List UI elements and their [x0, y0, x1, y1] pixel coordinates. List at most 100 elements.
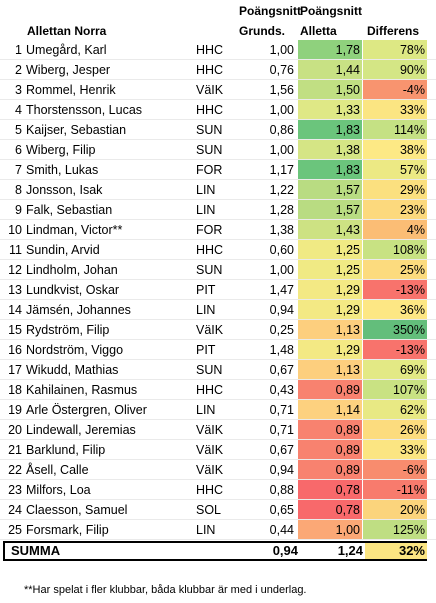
club-code: VäIK — [196, 423, 224, 437]
club-code: HHC — [196, 43, 224, 57]
poangsnitt-grunds: 1,00 — [269, 263, 294, 277]
club-code: HHC — [196, 103, 224, 117]
row-divider — [0, 259, 436, 260]
club-code: HHC — [196, 383, 224, 397]
player-name: Falk, Sebastian — [26, 203, 113, 217]
table-row: 23 Milfors, Loa HHC 0,88 0,78 -11% — [0, 480, 436, 500]
club-code: PIT — [196, 343, 216, 357]
row-divider — [0, 59, 436, 60]
poangsnitt-grunds: 0,44 — [269, 523, 294, 537]
differens: -6% — [363, 460, 427, 480]
differens: 62% — [363, 400, 427, 420]
poangsnitt-grunds: 0,65 — [269, 503, 294, 517]
poangsnitt-grunds: 1,00 — [269, 103, 294, 117]
poangsnitt-alletta: 1,14 — [298, 400, 362, 420]
differens: 38% — [363, 140, 427, 160]
player-name: Rommel, Henrik — [26, 83, 116, 97]
row-number: 17 — [8, 363, 22, 377]
player-name: Barklund, Filip — [26, 443, 106, 457]
table-row: 4 Thorstensson, Lucas HHC 1,00 1,33 33% — [0, 100, 436, 120]
row-number: 24 — [8, 503, 22, 517]
row-divider — [0, 439, 436, 440]
player-name: Smith, Lukas — [26, 163, 99, 177]
differens: 4% — [363, 220, 427, 240]
row-divider — [0, 459, 436, 460]
poangsnitt-alletta: 1,29 — [298, 340, 362, 360]
poangsnitt-grunds: 0,71 — [269, 403, 294, 417]
poangsnitt-grunds: 1,56 — [269, 83, 294, 97]
poangsnitt-alletta: 1,29 — [298, 300, 362, 320]
header-table-title: Allettan Norra — [27, 24, 107, 38]
player-name: Lindman, Victor** — [26, 223, 123, 237]
row-divider — [0, 199, 436, 200]
table-row: 17 Wikudd, Mathias SUN 0,67 1,13 69% — [0, 360, 436, 380]
header-differens: Differens — [367, 24, 420, 38]
poangsnitt-alletta: 1,00 — [298, 520, 362, 540]
poangsnitt-alletta: 1,83 — [298, 160, 362, 180]
row-number: 25 — [8, 523, 22, 537]
player-name: Lindholm, Johan — [26, 263, 118, 277]
row-divider — [0, 279, 436, 280]
row-divider — [0, 359, 436, 360]
row-divider — [0, 339, 436, 340]
poangsnitt-grunds: 0,86 — [269, 123, 294, 137]
row-number: 7 — [15, 163, 22, 177]
poangsnitt-grunds: 1,00 — [269, 43, 294, 57]
differens: 36% — [363, 300, 427, 320]
poangsnitt-alletta: 1,44 — [298, 60, 362, 80]
poangsnitt-grunds: 0,67 — [269, 363, 294, 377]
row-number: 21 — [8, 443, 22, 457]
table-row: 5 Kaijser, Sebastian SUN 0,86 1,83 114% — [0, 120, 436, 140]
row-number: 9 — [15, 203, 22, 217]
poangsnitt-grunds: 0,43 — [269, 383, 294, 397]
table-row: 13 Lundkvist, Oskar PIT 1,47 1,29 -13% — [0, 280, 436, 300]
table-row: 3 Rommel, Henrik VäIK 1,56 1,50 -4% — [0, 80, 436, 100]
player-name: Milfors, Loa — [26, 483, 91, 497]
row-divider — [0, 519, 436, 520]
table-row: 15 Rydström, Filip VäIK 0,25 1,13 350% — [0, 320, 436, 340]
table-row: 2 Wiberg, Jesper HHC 0,76 1,44 90% — [0, 60, 436, 80]
player-name: Kaijser, Sebastian — [26, 123, 127, 137]
table-row: 14 Jämsén, Johannes LIN 0,94 1,29 36% — [0, 300, 436, 320]
poangsnitt-alletta: 1,57 — [298, 200, 362, 220]
poangsnitt-alletta: 1,29 — [298, 280, 362, 300]
table-row: 9 Falk, Sebastian LIN 1,28 1,57 23% — [0, 200, 436, 220]
poangsnitt-grunds: 0,88 — [269, 483, 294, 497]
club-code: VäIK — [196, 463, 224, 477]
poangsnitt-alletta: 1,57 — [298, 180, 362, 200]
differens: -11% — [363, 480, 427, 500]
poangsnitt-grunds: 0,94 — [269, 303, 294, 317]
row-divider — [0, 419, 436, 420]
row-number: 18 — [8, 383, 22, 397]
row-divider — [0, 159, 436, 160]
table-row: 24 Claesson, Samuel SOL 0,65 0,78 20% — [0, 500, 436, 520]
poangsnitt-grunds: 1,48 — [269, 343, 294, 357]
row-divider — [0, 179, 436, 180]
player-name: Wikudd, Mathias — [26, 363, 119, 377]
table-row: 10 Lindman, Victor** FOR 1,38 1,43 4% — [0, 220, 436, 240]
row-divider — [0, 99, 436, 100]
differens: 125% — [363, 520, 427, 540]
summa-row: SUMMA 0,94 1,24 32% — [3, 541, 427, 561]
poangsnitt-grunds: 1,47 — [269, 283, 294, 297]
club-code: SUN — [196, 263, 223, 277]
table-row: 19 Arle Östergren, Oliver LIN 0,71 1,14 62% — [0, 400, 436, 420]
row-divider — [0, 299, 436, 300]
player-name: Åsell, Calle — [26, 463, 89, 477]
row-number: 8 — [15, 183, 22, 197]
row-number: 13 — [8, 283, 22, 297]
poangsnitt-alletta: 1,13 — [298, 360, 362, 380]
club-code: VäIK — [196, 83, 224, 97]
row-number: 3 — [15, 83, 22, 97]
row-divider — [0, 79, 436, 80]
row-divider — [0, 239, 436, 240]
player-name: Lindewall, Jeremias — [26, 423, 136, 437]
row-number: 20 — [8, 423, 22, 437]
row-number: 10 — [8, 223, 22, 237]
summa-grunds: 0,94 — [272, 543, 298, 558]
poangsnitt-grunds: 1,38 — [269, 223, 294, 237]
poangsnitt-grunds: 0,60 — [269, 243, 294, 257]
club-code: HHC — [196, 483, 224, 497]
poangsnitt-alletta: 0,89 — [298, 440, 362, 460]
table-row: 12 Lindholm, Johan SUN 1,00 1,25 25% — [0, 260, 436, 280]
